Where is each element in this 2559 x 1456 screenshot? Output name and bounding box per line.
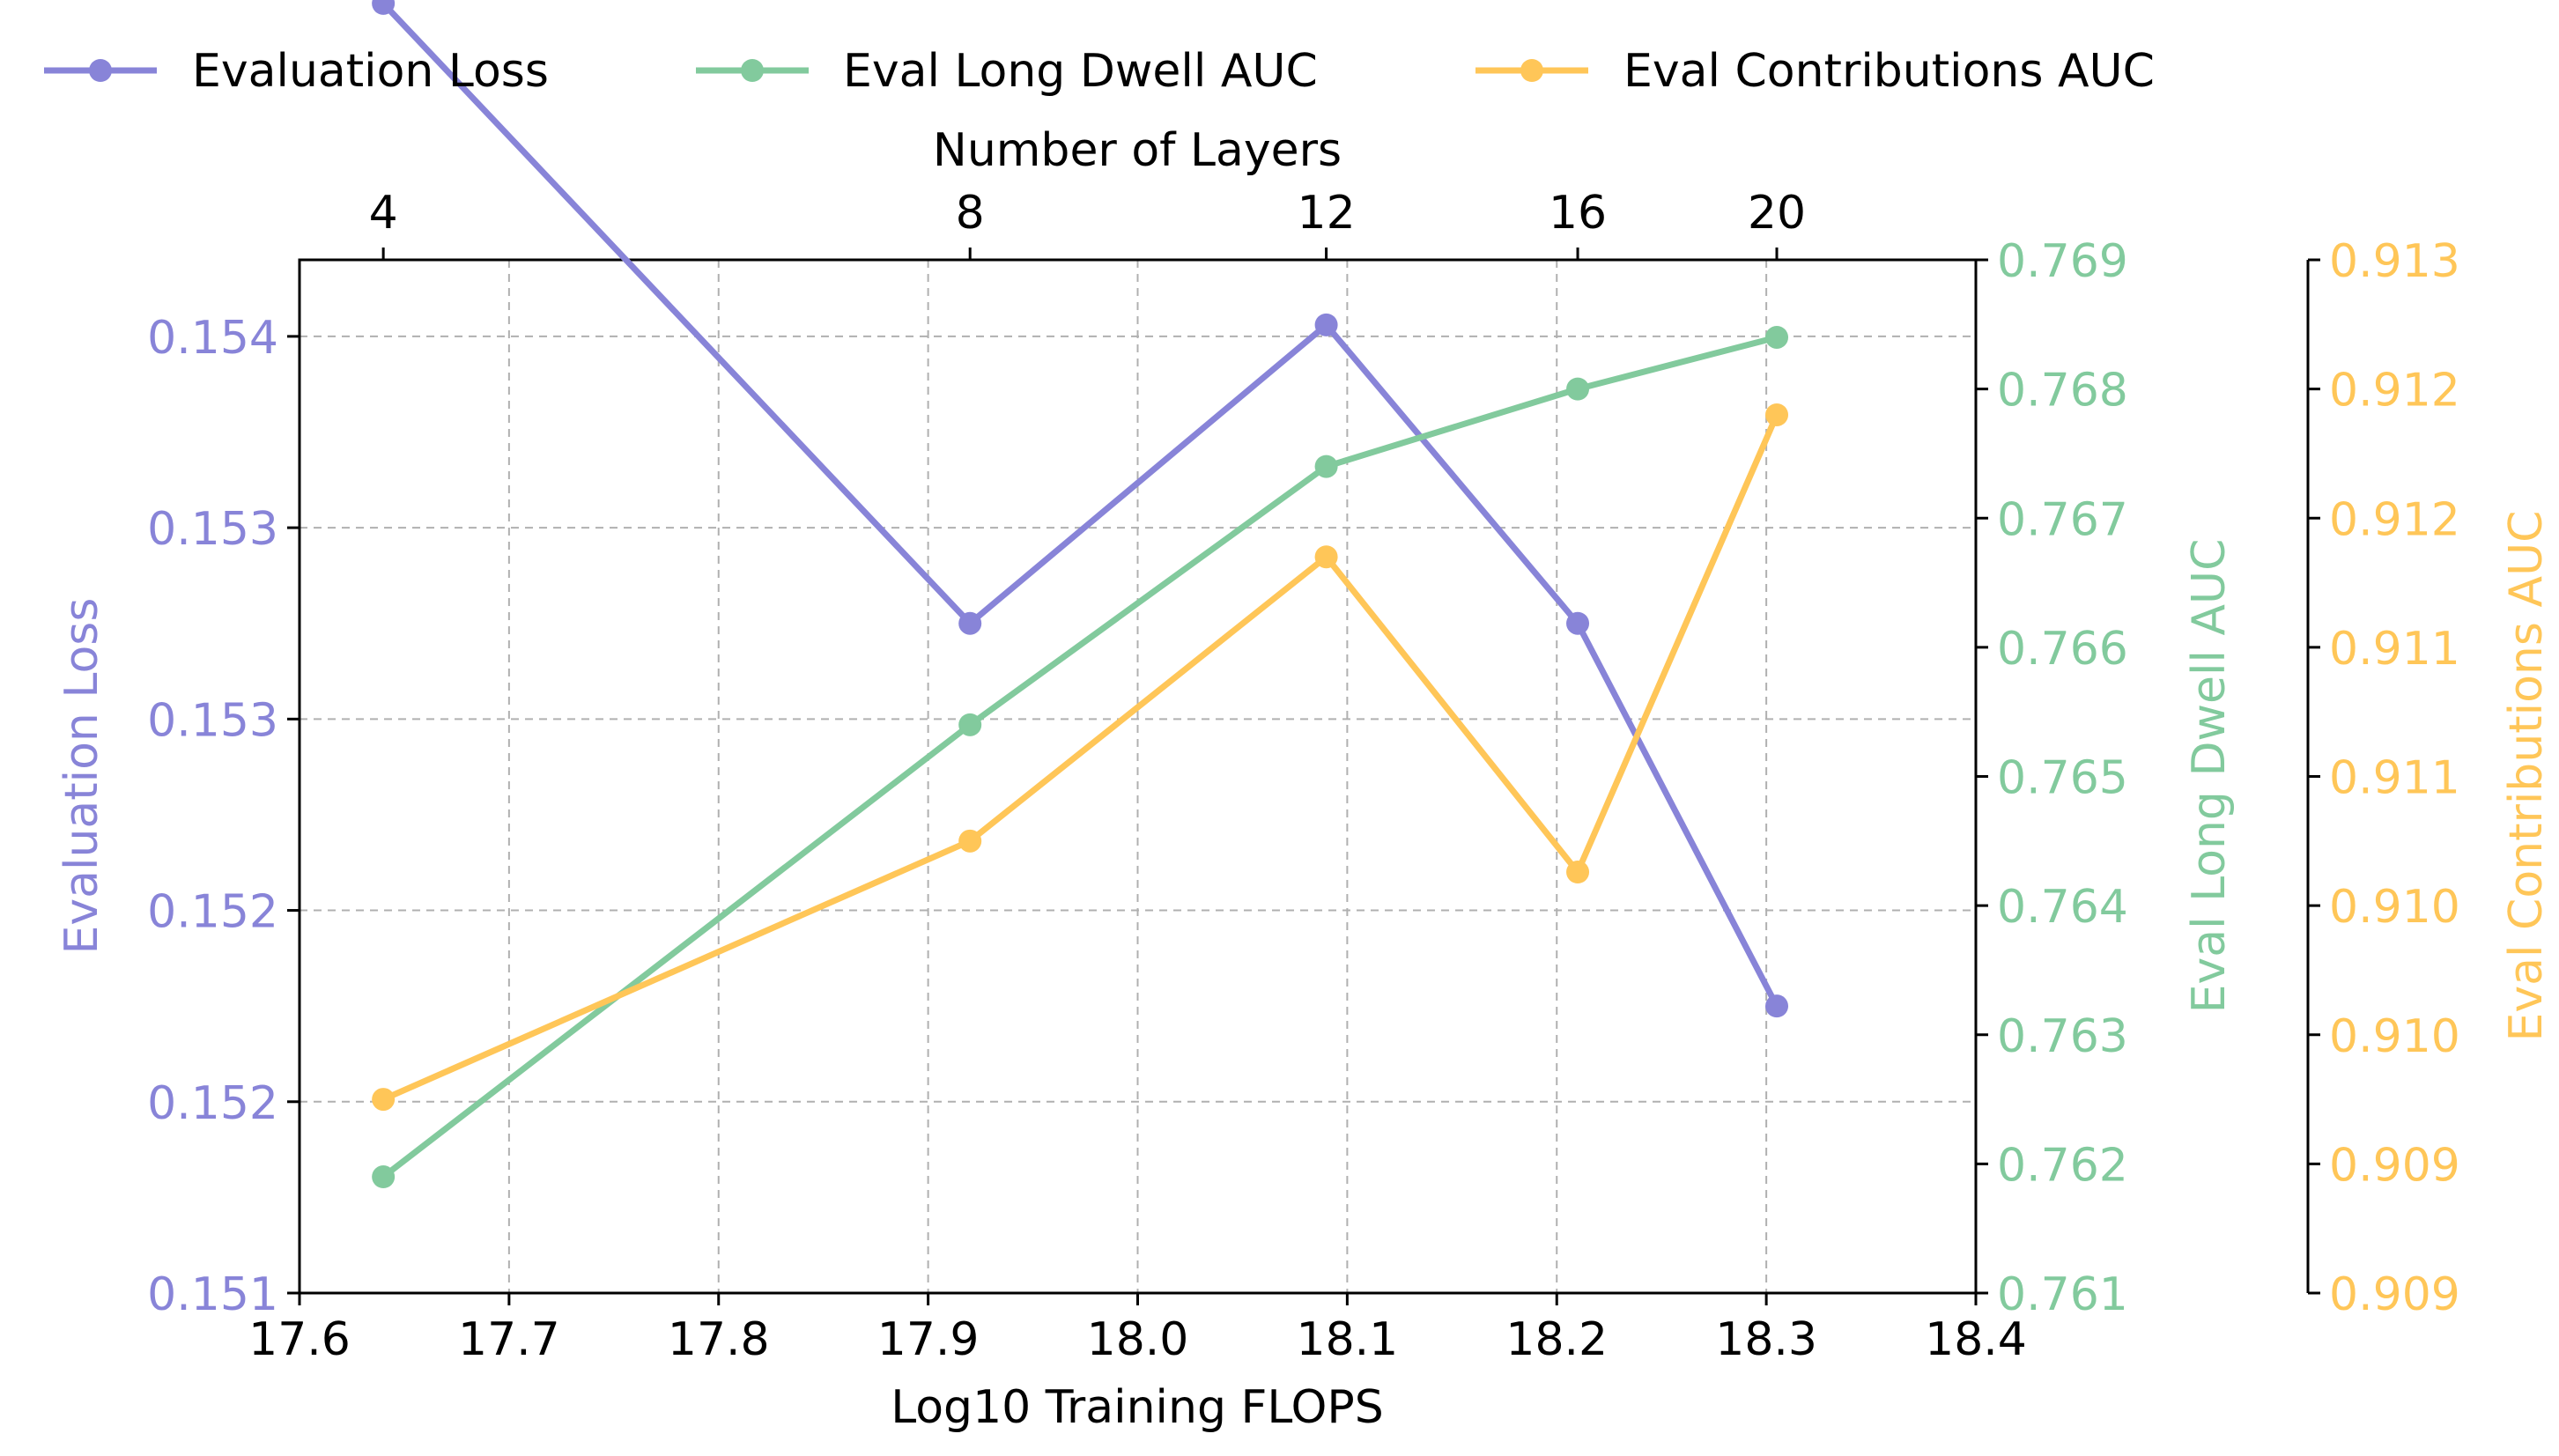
legend-marker-evaluation-loss: [89, 59, 112, 82]
right1-tick-label: 0.769: [1997, 235, 2128, 288]
right1-tick-label: 0.768: [1997, 365, 2128, 418]
x-tick-label: 18.1: [1296, 1313, 1398, 1366]
top-tick-label: 8: [956, 187, 985, 240]
series-point-eval-contributions-auc: [1314, 545, 1338, 569]
series-point-eval-long-dwell-auc: [958, 713, 982, 736]
right2-tick-label: 0.912: [2329, 493, 2460, 546]
series-point-eval-long-dwell-auc: [1314, 455, 1338, 478]
legend-marker-eval-contributions-auc: [1520, 59, 1543, 82]
right1-axis-label: Eval Long Dwell AUC: [2183, 539, 2236, 1014]
series-point-eval-long-dwell-auc: [372, 1165, 396, 1189]
left-tick-label: 0.152: [147, 1077, 278, 1130]
top-tick-label: 4: [369, 187, 398, 240]
left-tick-label: 0.152: [147, 886, 278, 939]
legend-label-eval-long-dwell-auc: Eval Long Dwell AUC: [843, 45, 1318, 98]
right1-tick-label: 0.762: [1997, 1139, 2128, 1192]
right2-axis-label: Eval Contributions AUC: [2500, 511, 2553, 1042]
right2-tick-label: 0.913: [2329, 235, 2460, 288]
legend-item-evaluation-loss: Evaluation Loss: [44, 45, 549, 98]
series-point-evaluation-loss: [1314, 313, 1338, 336]
right2-tick-label: 0.909: [2329, 1268, 2460, 1321]
top-tick-label: 12: [1298, 187, 1356, 240]
left-axis: 0.151 0.152 0.152 0.153 0.153 0.154: [147, 312, 300, 1321]
right1-tick-label: 0.766: [1997, 623, 2128, 676]
left-tick-label: 0.151: [147, 1268, 278, 1321]
legend-label-eval-contributions-auc: Eval Contributions AUC: [1623, 45, 2155, 98]
series-point-eval-contributions-auc: [1566, 861, 1590, 884]
x-tick-label: 17.6: [248, 1313, 351, 1366]
series-point-eval-contributions-auc: [372, 1088, 396, 1112]
series-point-eval-long-dwell-auc: [1765, 325, 1789, 349]
right2-tick-label: 0.910: [2329, 881, 2460, 934]
x-axis-label: Log10 Training FLOPS: [891, 1381, 1384, 1434]
series-point-eval-contributions-auc: [958, 829, 982, 853]
x-tick-label: 18.4: [1925, 1313, 2027, 1366]
left-tick-label: 0.153: [147, 503, 278, 556]
series-point-evaluation-loss: [958, 611, 982, 635]
right2-tick-label: 0.909: [2329, 1139, 2460, 1192]
series-point-evaluation-loss: [372, 0, 396, 15]
legend: Evaluation Loss Eval Long Dwell AUC Eval…: [44, 45, 2155, 98]
series-point-eval-contributions-auc: [1765, 403, 1789, 426]
top-tick-label: 16: [1549, 187, 1607, 240]
right2-tick-label: 0.911: [2329, 752, 2460, 805]
right2-tick-label: 0.912: [2329, 365, 2460, 418]
right1-tick-label: 0.764: [1997, 881, 2128, 934]
legend-label-evaluation-loss: Evaluation Loss: [192, 45, 549, 98]
x-tick-label: 17.8: [668, 1313, 770, 1366]
left-axis-label: Evaluation Loss: [55, 598, 108, 955]
right2-tick-label: 0.911: [2329, 623, 2460, 676]
grid: [300, 260, 1976, 1293]
series-point-eval-long-dwell-auc: [1566, 377, 1590, 401]
right1-tick-label: 0.767: [1997, 493, 2128, 546]
series-point-evaluation-loss: [1765, 994, 1789, 1018]
x-tick-label: 17.7: [458, 1313, 560, 1366]
left-tick-label: 0.153: [147, 694, 278, 747]
right1-tick-label: 0.763: [1997, 1010, 2128, 1063]
series-layer: [372, 0, 1789, 1189]
series-point-evaluation-loss: [1566, 611, 1590, 635]
right1-tick-label: 0.765: [1997, 752, 2128, 805]
x-tick-label: 18.2: [1505, 1313, 1608, 1366]
top-axis: 4 8 12 16 20: [369, 187, 1806, 260]
right1-tick-label: 0.761: [1997, 1268, 2128, 1321]
right2-axis: 0.909 0.909 0.910 0.910 0.911 0.911 0.912 0.912…: [2308, 235, 2460, 1321]
series-line-eval-contributions-auc: [381, 413, 1780, 1103]
left-tick-label: 0.154: [147, 312, 278, 365]
top-tick-label: 20: [1748, 187, 1806, 240]
legend-item-eval-contributions-auc: Eval Contributions AUC: [1475, 45, 2155, 98]
x-tick-label: 17.9: [877, 1313, 980, 1366]
x-tick-label: 18.0: [1087, 1313, 1189, 1366]
legend-item-eval-long-dwell-auc: Eval Long Dwell AUC: [696, 45, 1318, 98]
right2-tick-label: 0.910: [2329, 1010, 2460, 1063]
right1-axis: 0.761 0.762 0.763 0.764 0.765 0.766 0.767 0.768…: [1976, 235, 2128, 1321]
x-tick-label: 18.3: [1715, 1313, 1817, 1366]
top-axis-label: Number of Layers: [933, 124, 1342, 177]
bottom-axis: 17.6 17.7 17.8 17.9 18.0 18.1 18.2 18.3 18.4: [248, 1293, 2027, 1366]
legend-marker-eval-long-dwell-auc: [741, 59, 764, 82]
